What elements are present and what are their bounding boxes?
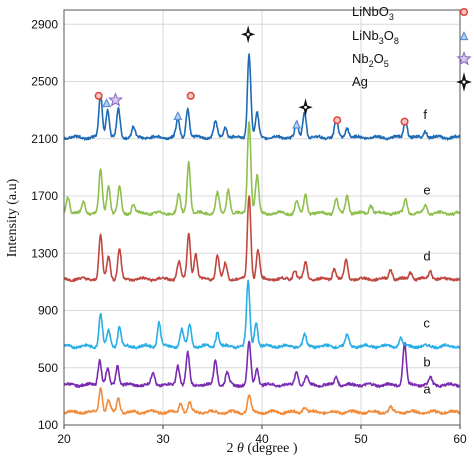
triangle-marker <box>459 31 469 41</box>
y-tick-label: 2500 <box>31 75 58 89</box>
y-tick-label: 100 <box>38 418 58 432</box>
y-tick-label: 1700 <box>31 189 58 203</box>
circle-marker <box>400 117 409 126</box>
phase-markers <box>94 25 409 129</box>
y-tick-label: 900 <box>38 304 58 318</box>
x-axis-title: 2 θ (degree ) <box>226 441 297 456</box>
triangle-marker <box>292 119 302 129</box>
star-marker <box>456 50 472 66</box>
y-axis-title: Intensity (a.u) <box>5 178 20 257</box>
series-label-a: a <box>423 382 431 397</box>
legend: LiNbO3 LiNb3O8 Nb2O5 Ag <box>352 4 472 92</box>
sparkle-marker <box>240 25 256 44</box>
axes: 100 500 900 1300 1700 2100 2500 2900 20 30 40 50 60 <box>31 9 467 446</box>
x-tick-label: 20 <box>57 432 71 446</box>
legend-label-ag: Ag <box>352 74 368 89</box>
x-tick-label: 50 <box>354 432 368 446</box>
series-label-b: b <box>423 354 430 369</box>
star-marker <box>107 92 124 107</box>
y-tick-label: 2900 <box>31 17 58 31</box>
y-tick-label: 500 <box>38 361 58 375</box>
legend-label-linb3o8: LiNb3O8 <box>352 28 399 46</box>
plot-frame <box>63 9 461 426</box>
circle-marker <box>94 91 103 100</box>
triangle-marker <box>102 98 112 108</box>
x-tick-label: 40 <box>255 432 269 446</box>
legend-label-linbo3: LiNbO3 <box>352 4 394 22</box>
series-label-d: d <box>423 248 430 263</box>
series-line-f <box>63 53 461 141</box>
series-label-f: f <box>423 107 427 122</box>
series-line-b <box>63 340 461 389</box>
legend-label-nb2o5: Nb2O5 <box>352 51 389 69</box>
series-line-e <box>63 121 461 217</box>
x-tick-label: 30 <box>156 432 170 446</box>
sparkle-marker <box>298 98 313 117</box>
legend-markers <box>456 7 472 92</box>
x-tick-label: 60 <box>453 432 467 446</box>
series-line-a <box>63 387 461 416</box>
triangle-marker <box>173 111 183 120</box>
circle-marker <box>459 7 469 17</box>
series-line-d <box>63 195 461 283</box>
series-curves <box>63 53 461 416</box>
circle-marker <box>186 91 195 100</box>
series-line-c <box>63 279 461 350</box>
series-label-e: e <box>423 183 430 198</box>
series-label-c: c <box>423 316 430 331</box>
y-tick-label: 1300 <box>31 246 58 260</box>
y-tick-label: 2100 <box>31 132 58 146</box>
curve-labels: ab c d e f <box>423 107 431 397</box>
circle-marker <box>333 116 342 125</box>
sparkle-marker <box>456 72 472 92</box>
